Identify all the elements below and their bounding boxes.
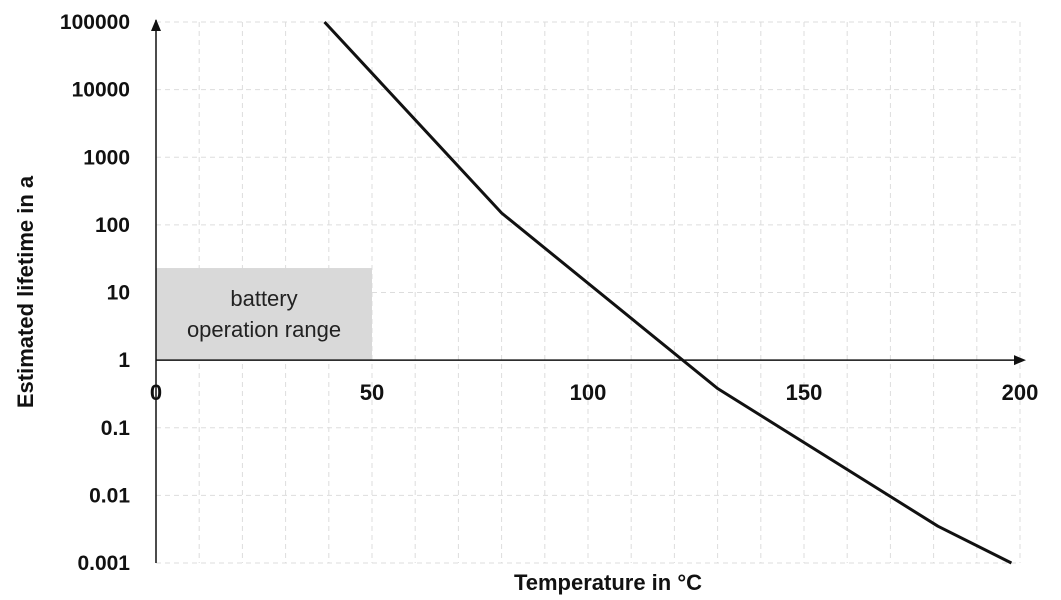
y-tick-label: 1 bbox=[118, 349, 130, 372]
x-tick-label: 0 bbox=[150, 380, 162, 405]
y-tick-label: 10000 bbox=[72, 79, 130, 102]
band-label-line-1: battery bbox=[230, 286, 297, 311]
y-tick-label: 0.001 bbox=[77, 552, 130, 575]
battery-operation-range-band bbox=[156, 268, 372, 361]
x-tick-label: 50 bbox=[360, 380, 384, 405]
x-tick-label: 150 bbox=[786, 380, 823, 405]
y-tick-labels: 0.001 0.01 0.1 1 10 100 1000 10000 100000 bbox=[60, 11, 130, 575]
x-tick-label: 100 bbox=[570, 380, 607, 405]
x-axis-title: Temperature in °C bbox=[514, 570, 702, 595]
y-tick-label: 0.01 bbox=[89, 484, 130, 507]
y-tick-label: 100 bbox=[95, 214, 130, 237]
y-axis-title: Estimated lifetime in a bbox=[13, 175, 38, 408]
y-tick-label: 100000 bbox=[60, 11, 130, 34]
x-tick-labels: 0 50 100 150 200 bbox=[150, 380, 1038, 405]
band-label-line-2: operation range bbox=[187, 317, 341, 342]
x-axis-arrowhead bbox=[1014, 355, 1026, 366]
y-tick-label: 10 bbox=[107, 282, 130, 305]
y-tick-label: 1000 bbox=[83, 146, 130, 169]
x-tick-label: 200 bbox=[1002, 380, 1039, 405]
y-tick-label: 0.1 bbox=[101, 417, 131, 440]
series-line bbox=[323, 20, 1013, 565]
y-axis-arrowhead bbox=[151, 19, 161, 31]
